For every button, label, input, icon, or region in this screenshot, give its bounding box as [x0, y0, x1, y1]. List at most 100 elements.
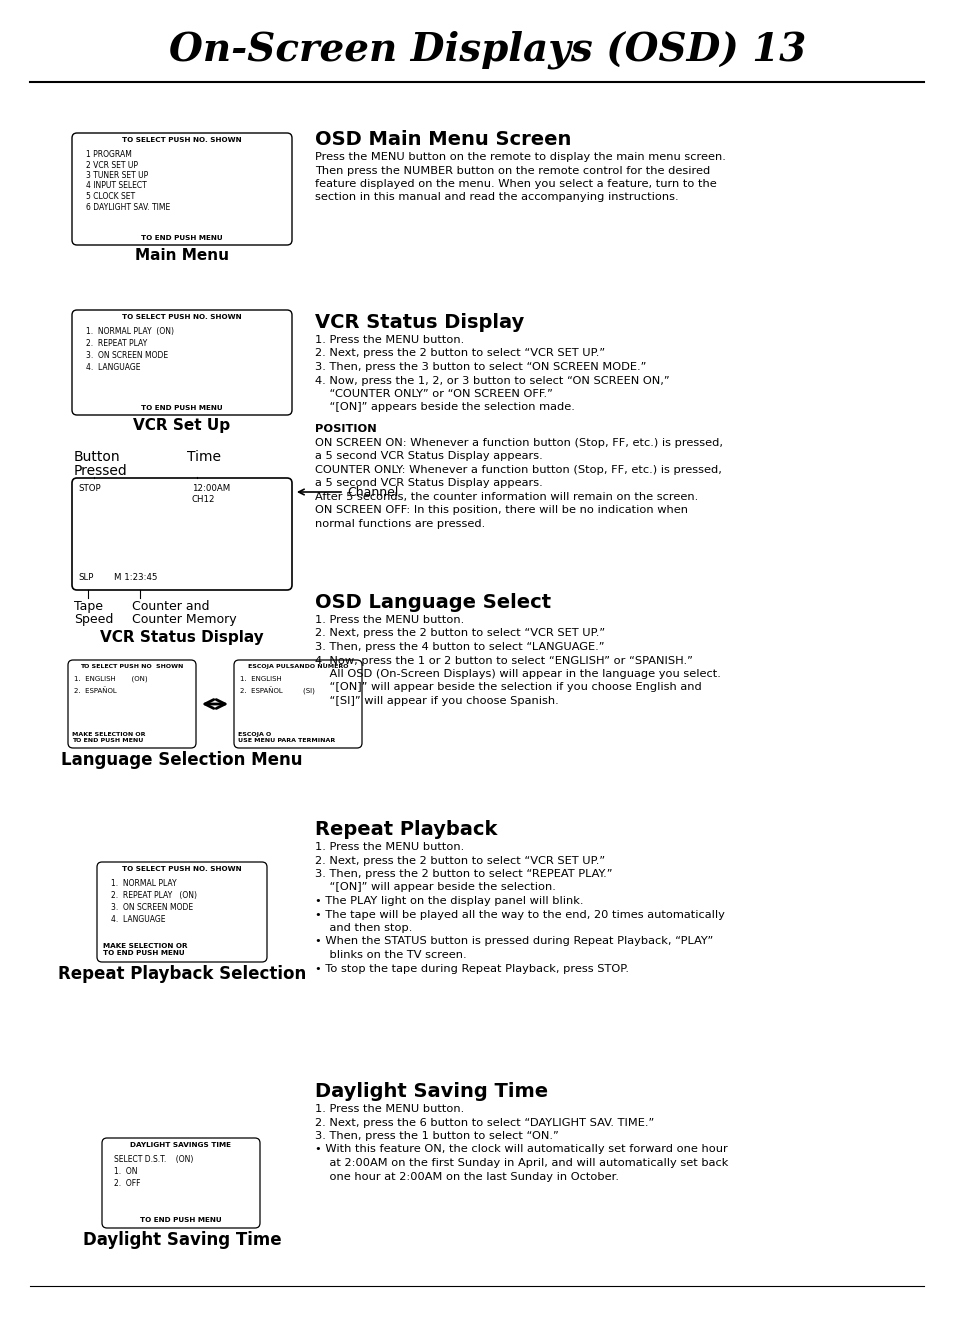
Text: OSD Main Menu Screen: OSD Main Menu Screen: [314, 130, 571, 149]
Text: • With this feature ON, the clock will automatically set forward one hour: • With this feature ON, the clock will a…: [314, 1145, 727, 1154]
Text: VCR Set Up: VCR Set Up: [133, 418, 231, 433]
Text: • The tape will be played all the way to the end, 20 times automatically: • The tape will be played all the way to…: [314, 909, 724, 920]
Text: 1.  ON: 1. ON: [113, 1167, 137, 1177]
Text: • When the STATUS button is pressed during Repeat Playback, “PLAY”: • When the STATUS button is pressed duri…: [314, 937, 713, 946]
Text: SELECT D.S.T.    (ON): SELECT D.S.T. (ON): [113, 1155, 193, 1165]
Text: 5 CLOCK SET: 5 CLOCK SET: [86, 192, 135, 201]
Text: 3. Then, press the 3 button to select “ON SCREEN MODE.”: 3. Then, press the 3 button to select “O…: [314, 362, 646, 371]
Text: COUNTER ONLY: Whenever a function button (Stop, FF, etc.) is pressed,: COUNTER ONLY: Whenever a function button…: [314, 465, 721, 475]
Text: and then stop.: and then stop.: [314, 922, 412, 933]
Text: POSITION: POSITION: [314, 425, 376, 434]
Text: 1.  ENGLISH: 1. ENGLISH: [240, 676, 281, 681]
FancyBboxPatch shape: [71, 310, 292, 415]
FancyBboxPatch shape: [71, 133, 292, 245]
Text: 3.  ON SCREEN MODE: 3. ON SCREEN MODE: [111, 902, 193, 912]
Text: 1.  ENGLISH       (ON): 1. ENGLISH (ON): [74, 676, 148, 683]
Text: 2.  OFF: 2. OFF: [113, 1179, 140, 1189]
FancyBboxPatch shape: [97, 862, 267, 962]
Text: 1. Press the MENU button.: 1. Press the MENU button.: [314, 1103, 464, 1114]
Text: 2. Next, press the 2 button to select “VCR SET UP.”: 2. Next, press the 2 button to select “V…: [314, 856, 604, 865]
Text: 2.  REPEAT PLAY: 2. REPEAT PLAY: [86, 339, 147, 347]
Text: 1. Press the MENU button.: 1. Press the MENU button.: [314, 335, 464, 345]
Text: 2 VCR SET UP: 2 VCR SET UP: [86, 161, 138, 169]
Text: blinks on the TV screen.: blinks on the TV screen.: [314, 950, 466, 960]
Text: 4.  LANGUAGE: 4. LANGUAGE: [111, 914, 165, 924]
Text: 12:00AM: 12:00AM: [192, 484, 230, 492]
Text: 4.  LANGUAGE: 4. LANGUAGE: [86, 363, 140, 371]
Text: MAKE SELECTION OR
TO END PUSH MENU: MAKE SELECTION OR TO END PUSH MENU: [103, 942, 188, 956]
Text: Time: Time: [187, 450, 221, 465]
Text: 1. Press the MENU button.: 1. Press the MENU button.: [314, 615, 464, 626]
Text: TO SELECT PUSH NO. SHOWN: TO SELECT PUSH NO. SHOWN: [122, 866, 241, 872]
Text: DAYLIGHT SAVINGS TIME: DAYLIGHT SAVINGS TIME: [131, 1142, 232, 1149]
Text: “COUNTER ONLY” or “ON SCREEN OFF.”: “COUNTER ONLY” or “ON SCREEN OFF.”: [314, 389, 553, 399]
Text: Repeat Playback Selection: Repeat Playback Selection: [58, 965, 306, 984]
Text: • The PLAY light on the display panel will blink.: • The PLAY light on the display panel wi…: [314, 896, 583, 906]
Text: 2.  REPEAT PLAY   (ON): 2. REPEAT PLAY (ON): [111, 890, 196, 900]
Text: OSD Language Select: OSD Language Select: [314, 594, 551, 612]
Text: 2. Next, press the 2 button to select “VCR SET UP.”: 2. Next, press the 2 button to select “V…: [314, 628, 604, 639]
Text: Daylight Saving Time: Daylight Saving Time: [83, 1231, 281, 1248]
Text: 3. Then, press the 2 button to select “REPEAT PLAY.”: 3. Then, press the 2 button to select “R…: [314, 869, 612, 878]
Text: ON SCREEN OFF: In this position, there will be no indication when: ON SCREEN OFF: In this position, there w…: [314, 504, 687, 515]
Text: TO END PUSH MENU: TO END PUSH MENU: [141, 405, 223, 411]
Text: STOP: STOP: [78, 484, 100, 492]
Text: section in this manual and read the accompanying instructions.: section in this manual and read the acco…: [314, 193, 678, 202]
Text: Speed: Speed: [74, 614, 113, 626]
FancyBboxPatch shape: [233, 660, 361, 748]
Text: Button: Button: [74, 450, 120, 465]
FancyBboxPatch shape: [102, 1138, 260, 1229]
Text: 6 DAYLIGHT SAV. TIME: 6 DAYLIGHT SAV. TIME: [86, 202, 170, 212]
FancyBboxPatch shape: [71, 478, 292, 590]
Text: Then press the NUMBER button on the remote control for the desired: Then press the NUMBER button on the remo…: [314, 165, 709, 176]
Text: Daylight Saving Time: Daylight Saving Time: [314, 1082, 548, 1101]
Text: ON SCREEN ON: Whenever a function button (Stop, FF, etc.) is pressed,: ON SCREEN ON: Whenever a function button…: [314, 438, 722, 447]
Text: MAKE SELECTION OR
TO END PUSH MENU: MAKE SELECTION OR TO END PUSH MENU: [71, 732, 146, 743]
Text: 3. Then, press the 4 button to select “LANGUAGE.”: 3. Then, press the 4 button to select “L…: [314, 642, 604, 652]
Text: • To stop the tape during Repeat Playback, press STOP.: • To stop the tape during Repeat Playbac…: [314, 964, 628, 973]
Text: 4 INPUT SELECT: 4 INPUT SELECT: [86, 181, 147, 190]
Text: Repeat Playback: Repeat Playback: [314, 820, 497, 839]
Text: SLP: SLP: [78, 574, 93, 582]
Text: 4. Now, press the 1 or 2 button to select “ENGLISH” or “SPANISH.”: 4. Now, press the 1 or 2 button to selec…: [314, 655, 692, 666]
Text: 2.  ESPAÑOL         (SI): 2. ESPAÑOL (SI): [240, 687, 314, 695]
Text: TO SELECT PUSH NO  SHOWN: TO SELECT PUSH NO SHOWN: [80, 664, 184, 669]
Text: Channel: Channel: [347, 486, 398, 499]
Text: TO SELECT PUSH NO. SHOWN: TO SELECT PUSH NO. SHOWN: [122, 314, 241, 319]
Text: VCR Status Display: VCR Status Display: [314, 313, 524, 331]
Text: Language Selection Menu: Language Selection Menu: [61, 751, 302, 769]
Text: 1.  NORMAL PLAY  (ON): 1. NORMAL PLAY (ON): [86, 327, 173, 335]
Text: Pressed: Pressed: [74, 465, 128, 478]
Text: Main Menu: Main Menu: [135, 248, 229, 264]
Text: VCR Status Display: VCR Status Display: [100, 630, 264, 646]
Text: Counter Memory: Counter Memory: [132, 614, 236, 626]
Text: feature displayed on the menu. When you select a feature, turn to the: feature displayed on the menu. When you …: [314, 178, 716, 189]
Text: Counter and: Counter and: [132, 600, 210, 614]
Text: 4. Now, press the 1, 2, or 3 button to select “ON SCREEN ON,”: 4. Now, press the 1, 2, or 3 button to s…: [314, 375, 669, 386]
Text: 3.  ON SCREEN MODE: 3. ON SCREEN MODE: [86, 351, 168, 359]
Text: 1.  NORMAL PLAY: 1. NORMAL PLAY: [111, 878, 176, 888]
Text: 1 PROGRAM: 1 PROGRAM: [86, 150, 132, 158]
Text: a 5 second VCR Status Display appears.: a 5 second VCR Status Display appears.: [314, 478, 542, 488]
Text: “[ON]” appears beside the selection made.: “[ON]” appears beside the selection made…: [314, 402, 575, 413]
Text: 3 TUNER SET UP: 3 TUNER SET UP: [86, 170, 148, 180]
Text: CH12: CH12: [192, 495, 215, 504]
Text: normal functions are pressed.: normal functions are pressed.: [314, 519, 485, 528]
Text: M 1:23:45: M 1:23:45: [113, 574, 157, 582]
Text: “[ON]” will appear beside the selection.: “[ON]” will appear beside the selection.: [314, 882, 556, 893]
Text: ESCOJA PULSANDO NUMERO: ESCOJA PULSANDO NUMERO: [248, 664, 348, 669]
Text: TO END PUSH MENU: TO END PUSH MENU: [140, 1217, 222, 1223]
Text: 1. Press the MENU button.: 1. Press the MENU button.: [314, 843, 464, 852]
Text: TO SELECT PUSH NO. SHOWN: TO SELECT PUSH NO. SHOWN: [122, 137, 241, 142]
Text: at 2:00AM on the first Sunday in April, and will automatically set back: at 2:00AM on the first Sunday in April, …: [314, 1158, 727, 1169]
Text: “[SI]” will appear if you choose Spanish.: “[SI]” will appear if you choose Spanish…: [314, 696, 558, 705]
Text: On-Screen Displays (OSD) 13: On-Screen Displays (OSD) 13: [170, 31, 806, 69]
Text: 3. Then, press the 1 button to select “ON.”: 3. Then, press the 1 button to select “O…: [314, 1131, 558, 1141]
Text: “[ON]” will appear beside the selection if you choose English and: “[ON]” will appear beside the selection …: [314, 683, 701, 692]
Text: Tape: Tape: [74, 600, 103, 614]
Text: 2. Next, press the 6 button to select “DAYLIGHT SAV. TIME.”: 2. Next, press the 6 button to select “D…: [314, 1118, 654, 1127]
Text: All OSD (On-Screen Displays) will appear in the language you select.: All OSD (On-Screen Displays) will appear…: [314, 669, 720, 679]
Text: a 5 second VCR Status Display appears.: a 5 second VCR Status Display appears.: [314, 451, 542, 461]
Text: Press the MENU button on the remote to display the main menu screen.: Press the MENU button on the remote to d…: [314, 152, 725, 162]
FancyBboxPatch shape: [68, 660, 195, 748]
